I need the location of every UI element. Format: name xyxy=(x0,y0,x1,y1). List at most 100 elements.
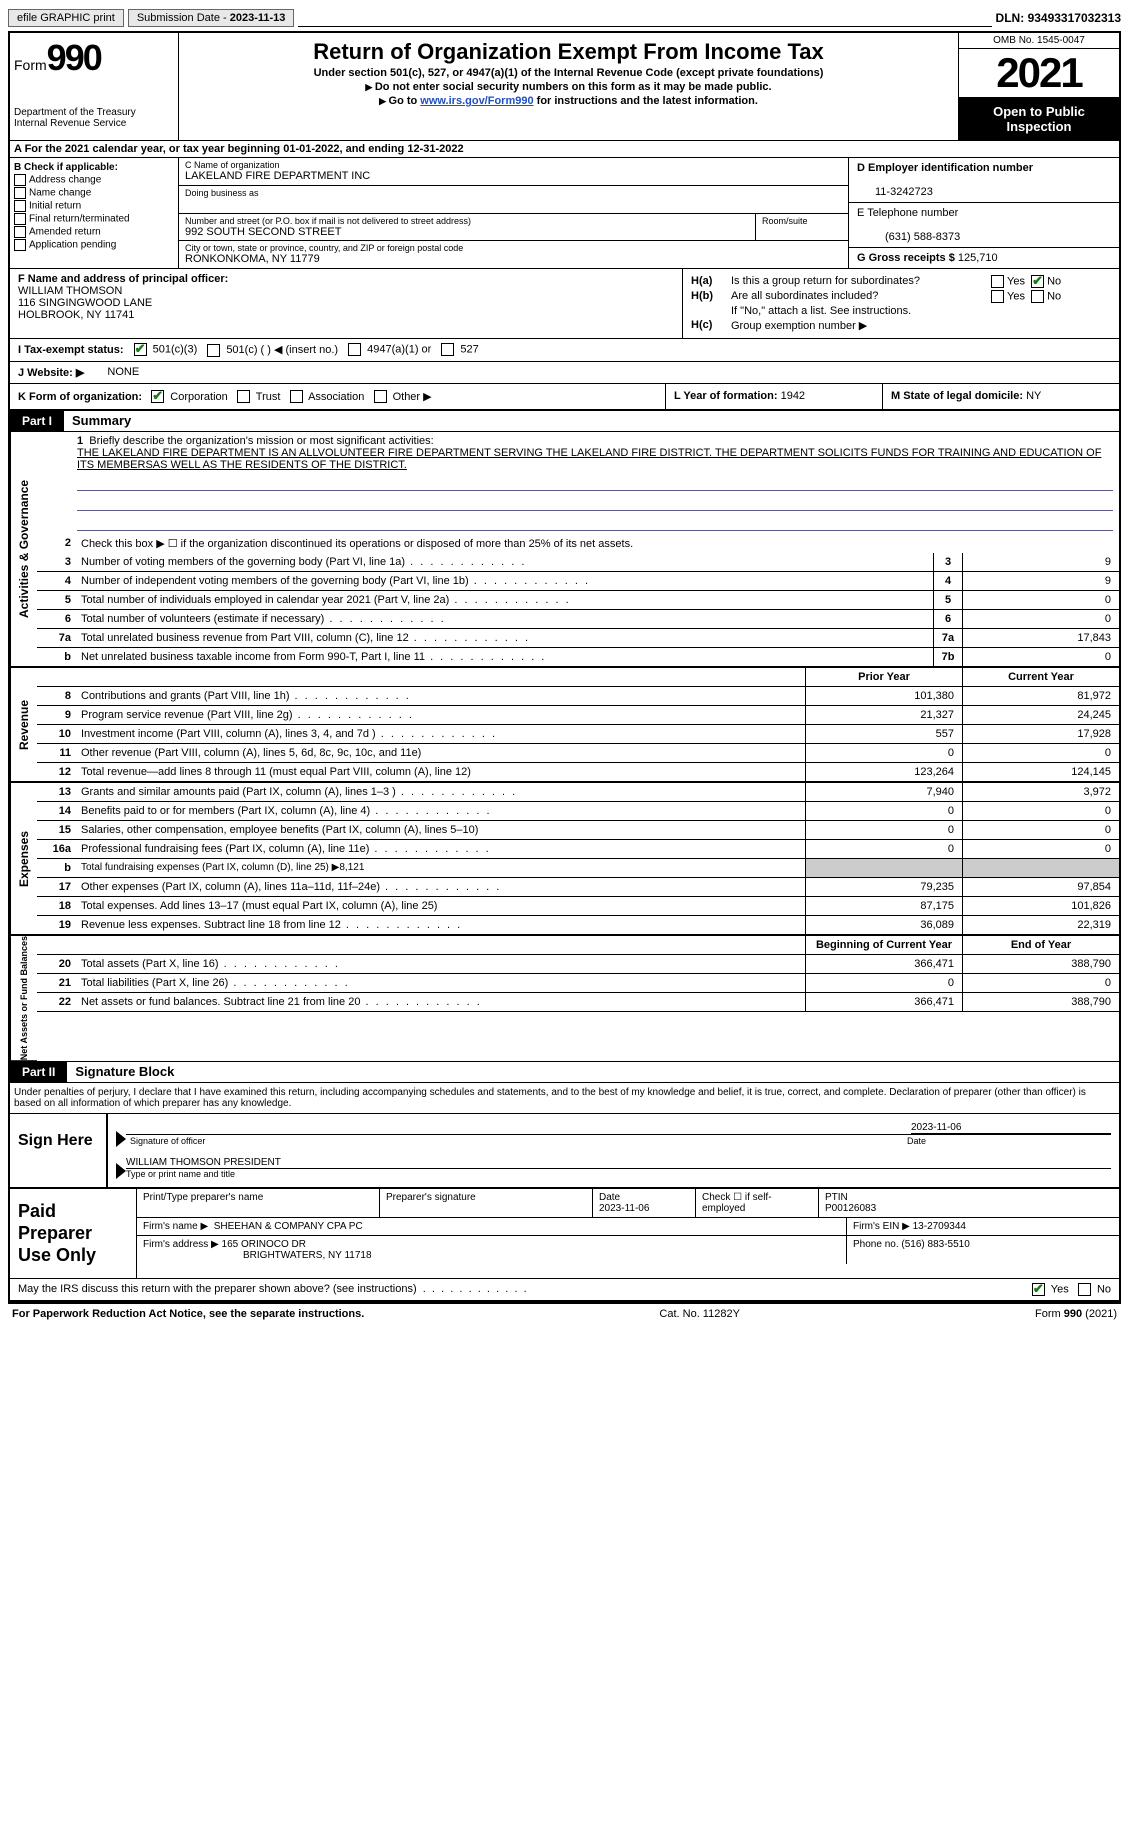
h-b-yes[interactable] xyxy=(991,290,1004,303)
section-k-l-m: K Form of organization: Corporation Trus… xyxy=(10,384,1119,412)
submission-date-button[interactable]: Submission Date - 2023-11-13 xyxy=(128,9,295,27)
c-org-name: C Name of organization LAKELAND FIRE DEP… xyxy=(179,158,848,186)
line-16a: Professional fundraising fees (Part IX, … xyxy=(77,840,805,858)
footer-left: For Paperwork Reduction Act Notice, see … xyxy=(12,1308,364,1320)
l-year-formation: L Year of formation: 1942 xyxy=(666,384,883,410)
signature-declaration: Under penalties of perjury, I declare th… xyxy=(10,1083,1119,1113)
cb-association[interactable] xyxy=(290,390,303,403)
col-current-year: Current Year xyxy=(962,668,1119,686)
cb-name-change[interactable]: Name change xyxy=(14,187,174,199)
form-number: 990 xyxy=(47,37,101,78)
efile-button[interactable]: efile GRAPHIC print xyxy=(8,9,124,27)
row-a-tax-year: A For the 2021 calendar year, or tax yea… xyxy=(10,141,1119,158)
may-yes[interactable] xyxy=(1032,1283,1045,1296)
may-irs-discuss: May the IRS discuss this return with the… xyxy=(10,1278,1119,1300)
i-tax-exempt: I Tax-exempt status: 501(c)(3) 501(c) ( … xyxy=(10,339,1119,362)
h-group-return: H(a) Is this a group return for subordin… xyxy=(683,269,1119,338)
prep-signature: Preparer's signature xyxy=(380,1189,593,1217)
line-10: Investment income (Part VIII, column (A)… xyxy=(77,725,805,743)
col-end-year: End of Year xyxy=(962,936,1119,954)
line-11: Other revenue (Part VIII, column (A), li… xyxy=(77,744,805,762)
h-a-yes[interactable] xyxy=(991,275,1004,288)
line-22: Net assets or fund balances. Subtract li… xyxy=(77,993,805,1011)
sign-arrow-icon xyxy=(116,1131,126,1147)
prep-name: Print/Type preparer's name xyxy=(137,1189,380,1217)
form-header: Form990 Department of the Treasury Inter… xyxy=(10,33,1119,141)
paid-preparer-label: Paid Preparer Use Only xyxy=(10,1189,137,1278)
prep-date: Date2023-11-06 xyxy=(593,1189,696,1217)
column-d-e-g: D Employer identification number11-32427… xyxy=(848,158,1119,268)
c-dba: Doing business as xyxy=(179,186,848,214)
line-18: Total expenses. Add lines 13–17 (must eq… xyxy=(77,897,805,915)
h-a-no[interactable] xyxy=(1031,275,1044,288)
form-subtitle: Under section 501(c), 527, or 4947(a)(1)… xyxy=(183,67,954,79)
cb-application-pending[interactable]: Application pending xyxy=(14,239,174,251)
cb-trust[interactable] xyxy=(237,390,250,403)
h-b-no[interactable] xyxy=(1031,290,1044,303)
omb-number: OMB No. 1545-0047 xyxy=(959,33,1119,49)
cb-other[interactable] xyxy=(374,390,387,403)
activities-governance: Activities & Governance 1 Briefly descri… xyxy=(10,432,1119,667)
sign-here-label: Sign Here xyxy=(10,1114,108,1187)
part2-header: Part IISignature Block xyxy=(10,1061,1119,1083)
b-header: B Check if applicable: xyxy=(14,162,118,173)
cb-501c[interactable] xyxy=(207,344,220,357)
paid-preparer-section: Paid Preparer Use Only Print/Type prepar… xyxy=(10,1187,1119,1278)
part1-header: Part ISummary xyxy=(10,411,1119,432)
net-assets-section: Net Assets or Fund Balances Beginning of… xyxy=(10,935,1119,1061)
page-footer: For Paperwork Reduction Act Notice, see … xyxy=(8,1302,1121,1324)
line-21: Total liabilities (Part X, line 26) xyxy=(77,974,805,992)
cb-amended-return[interactable]: Amended return xyxy=(14,226,174,238)
prep-self-employed[interactable]: Check ☐ if self-employed xyxy=(696,1189,819,1217)
tax-year: 2021 xyxy=(959,49,1119,98)
cb-corporation[interactable] xyxy=(151,390,164,403)
sign-arrow-icon-2 xyxy=(116,1163,126,1179)
tab-activities-governance: Activities & Governance xyxy=(10,432,37,667)
cb-final-return[interactable]: Final return/terminated xyxy=(14,213,174,225)
line-7b: Net unrelated business taxable income fr… xyxy=(77,648,933,666)
goto-note: Go to www.irs.gov/Form990 for instructio… xyxy=(183,95,954,107)
column-b-checkboxes: B Check if applicable: Address change Na… xyxy=(10,158,179,268)
prep-firm-ein: Firm's EIN ▶ 13-2709344 xyxy=(847,1218,1119,1235)
prep-firm-name: Firm's name ▶ SHEEHAN & COMPANY CPA PC xyxy=(137,1218,847,1235)
k-form-of-org: K Form of organization: Corporation Trus… xyxy=(10,384,666,410)
dept-treasury: Department of the Treasury xyxy=(14,107,174,118)
irs-form990-link[interactable]: www.irs.gov/Form990 xyxy=(420,95,533,107)
expenses-section: Expenses 13Grants and similar amounts pa… xyxy=(10,782,1119,935)
form-title: Return of Organization Exempt From Incom… xyxy=(183,39,954,65)
section-b-c-d: B Check if applicable: Address change Na… xyxy=(10,158,1119,269)
header-right: OMB No. 1545-0047 2021 Open to Public In… xyxy=(958,33,1119,140)
line-3: Number of voting members of the governin… xyxy=(77,553,933,571)
f-principal-officer: F Name and address of principal officer:… xyxy=(10,269,683,338)
top-bar: efile GRAPHIC print Submission Date - 20… xyxy=(8,8,1121,27)
topbar-rule xyxy=(298,8,991,27)
line-19: Revenue less expenses. Subtract line 18 … xyxy=(77,916,805,934)
c-street: Number and street (or P.O. box if mail i… xyxy=(179,214,848,241)
line-6: Total number of volunteers (estimate if … xyxy=(77,610,933,628)
line-2: Check this box ▶ ☐ if the organization d… xyxy=(77,534,1119,553)
cb-501c3[interactable] xyxy=(134,343,147,356)
c-city: City or town, state or province, country… xyxy=(179,241,848,268)
line-20: Total assets (Part X, line 16) xyxy=(77,955,805,973)
cb-address-change[interactable]: Address change xyxy=(14,174,174,186)
may-no[interactable] xyxy=(1078,1283,1091,1296)
prep-phone: Phone no. (516) 883-5510 xyxy=(847,1236,1119,1264)
footer-form: Form 990 (2021) xyxy=(1035,1308,1117,1320)
g-gross-receipts: G Gross receipts $ 125,710 xyxy=(849,248,1119,268)
line-14: Benefits paid to or for members (Part IX… xyxy=(77,802,805,820)
dln: DLN: 93493317032313 xyxy=(996,11,1121,25)
sign-here-section: Sign Here 2023-11-06 Signature of office… xyxy=(10,1113,1119,1187)
e-phone: E Telephone number(631) 588-8373 xyxy=(849,203,1119,248)
j-website: J Website: ▶ NONE xyxy=(10,362,1119,384)
footer-cat: Cat. No. 11282Y xyxy=(659,1308,740,1320)
cb-initial-return[interactable]: Initial return xyxy=(14,200,174,212)
line-9: Program service revenue (Part VIII, line… xyxy=(77,706,805,724)
cb-4947[interactable] xyxy=(348,343,361,356)
col-prior-year: Prior Year xyxy=(805,668,962,686)
section-f-h: F Name and address of principal officer:… xyxy=(10,269,1119,339)
prep-ptin: PTINP00126083 xyxy=(819,1189,1119,1217)
line-8: Contributions and grants (Part VIII, lin… xyxy=(77,687,805,705)
dept-irs: Internal Revenue Service xyxy=(14,118,174,129)
prep-firm-address: Firm's address ▶ 165 ORINOCO DRBRIGHTWAT… xyxy=(137,1236,847,1264)
cb-527[interactable] xyxy=(441,343,454,356)
